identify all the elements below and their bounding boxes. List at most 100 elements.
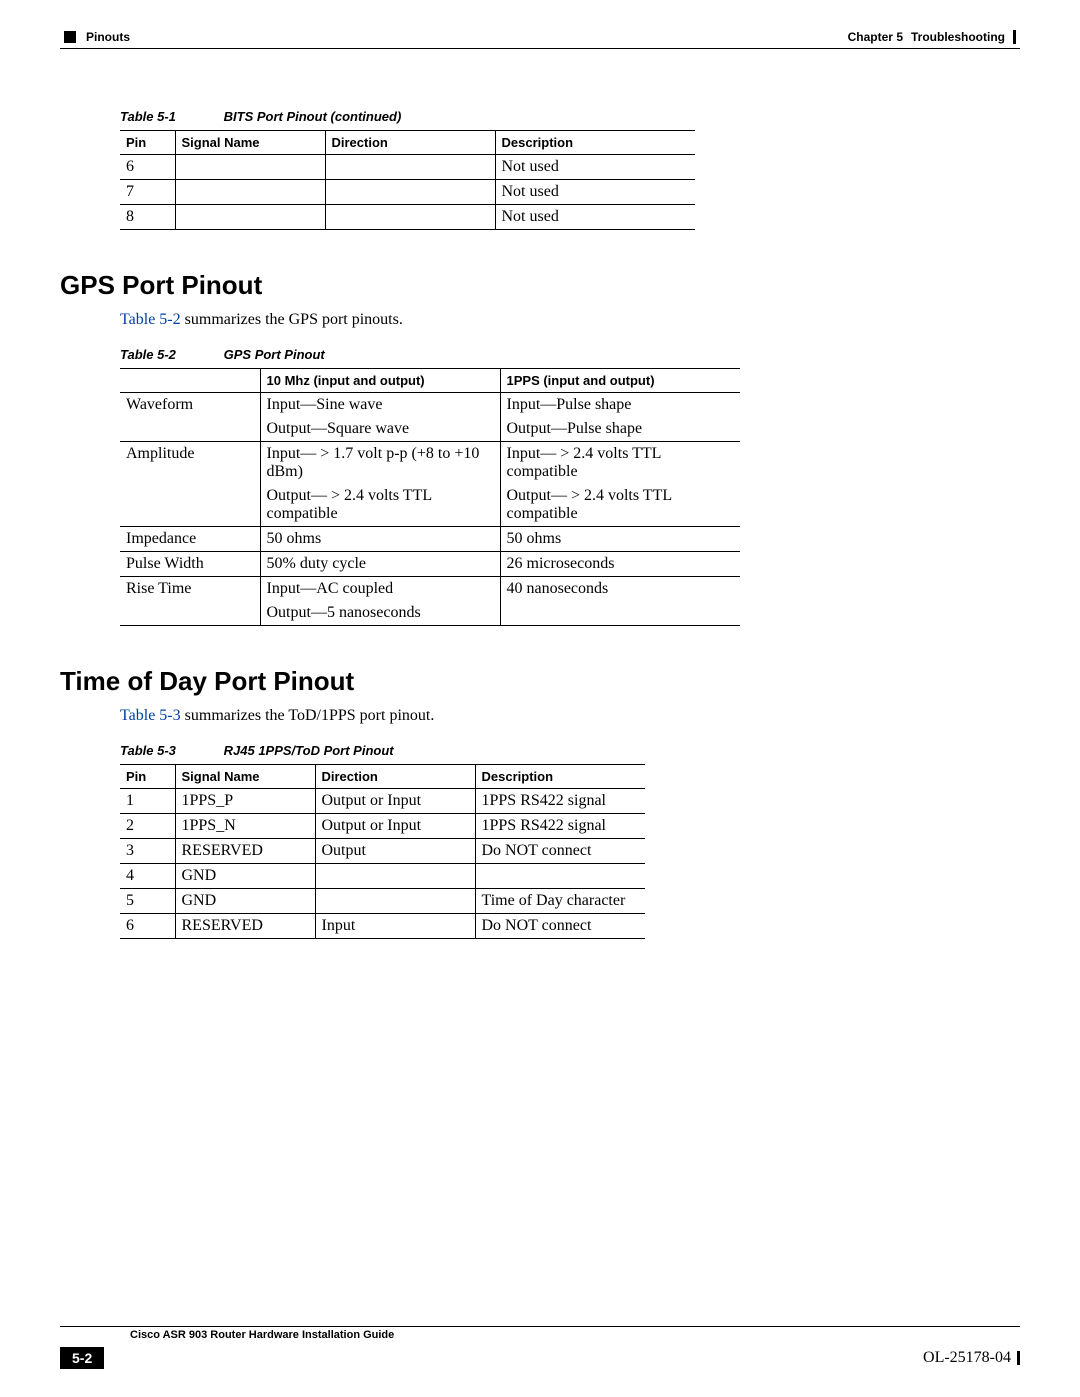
cell: RESERVED <box>175 839 315 864</box>
header-right: Chapter 5 Troubleshooting <box>848 30 1016 44</box>
heading-time-of-day-port-pinout: Time of Day Port Pinout <box>60 666 960 697</box>
table-header-row: Pin Signal Name Direction Description <box>120 131 695 155</box>
cell: Not used <box>495 180 695 205</box>
cell-label: Amplitude <box>120 442 260 485</box>
cell-label: Waveform <box>120 393 260 418</box>
col-pin: Pin <box>120 765 175 789</box>
table-5-3: Pin Signal Name Direction Description 1 … <box>120 764 645 939</box>
col-signal-name: Signal Name <box>175 765 315 789</box>
link-table-5-3[interactable]: Table 5-3 <box>120 707 181 724</box>
tod-intro-rest: summarizes the ToD/1PPS port pinout. <box>181 707 435 724</box>
table-header-row: Pin Signal Name Direction Description <box>120 765 645 789</box>
heading-gps-port-pinout: GPS Port Pinout <box>60 270 960 301</box>
cell: 4 <box>120 864 175 889</box>
cell: 50 ohms <box>500 527 740 552</box>
cell: Input—Pulse shape <box>500 393 740 418</box>
table-5-1-caption: Table 5-1 BITS Port Pinout (continued) <box>120 109 960 124</box>
cell: Output or Input <box>315 789 475 814</box>
col-direction: Direction <box>315 765 475 789</box>
col-description: Description <box>495 131 695 155</box>
cell: Input <box>315 914 475 939</box>
cell <box>120 601 260 626</box>
cell <box>175 155 325 180</box>
cell: 26 microseconds <box>500 552 740 577</box>
table-5-3-caption: Table 5-3 RJ45 1PPS/ToD Port Pinout <box>120 743 960 758</box>
cell <box>175 205 325 230</box>
table-5-2: 10 Mhz (input and output) 1PPS (input an… <box>120 368 740 626</box>
cell: 1PPS_N <box>175 814 315 839</box>
cell: 6 <box>120 155 175 180</box>
table-row: 5 GND Time of Day character <box>120 889 645 914</box>
cell: Output—Pulse shape <box>500 417 740 442</box>
table-5-2-number: Table 5-2 <box>120 347 220 362</box>
table-row: 1 1PPS_P Output or Input 1PPS RS422 sign… <box>120 789 645 814</box>
cell: Not used <box>495 155 695 180</box>
gps-intro-rest: summarizes the GPS port pinouts. <box>181 311 403 328</box>
cell-label: Rise Time <box>120 577 260 602</box>
cell: Input—Sine wave <box>260 393 500 418</box>
cell: Input— > 2.4 volts TTL compatible <box>500 442 740 485</box>
header-chapter-title: Troubleshooting <box>911 30 1005 44</box>
cell: 7 <box>120 180 175 205</box>
cell: Output <box>315 839 475 864</box>
cell: Output— > 2.4 volts TTL compatible <box>500 484 740 527</box>
cell <box>175 180 325 205</box>
col-signal-name: Signal Name <box>175 131 325 155</box>
page-number-badge: 5-2 <box>60 1347 104 1369</box>
col-description: Description <box>475 765 645 789</box>
tod-intro: Table 5-3 summarizes the ToD/1PPS port p… <box>120 707 960 725</box>
table-row: Amplitude Input— > 1.7 volt p-p (+8 to +… <box>120 442 740 485</box>
page-number: 5-2 <box>60 1347 104 1369</box>
running-header: Pinouts Chapter 5 Troubleshooting <box>60 30 1020 48</box>
footer-book-title: Cisco ASR 903 Router Hardware Installati… <box>60 1329 394 1341</box>
footer-bottom: 5-2 OL-25178-04 <box>60 1341 1020 1369</box>
footer-bar-icon <box>1017 1351 1020 1365</box>
cell: Output—5 nanoseconds <box>260 601 500 626</box>
cell: GND <box>175 864 315 889</box>
table-row: 4 GND <box>120 864 645 889</box>
table-row: Waveform Input—Sine wave Input—Pulse sha… <box>120 393 740 418</box>
cell: Not used <box>495 205 695 230</box>
cell <box>120 484 260 527</box>
cell: 50 ohms <box>260 527 500 552</box>
header-left: Pinouts <box>64 30 130 44</box>
table-row: Impedance 50 ohms 50 ohms <box>120 527 740 552</box>
cell <box>475 864 645 889</box>
cell: Input—AC coupled <box>260 577 500 602</box>
footer-line: Cisco ASR 903 Router Hardware Installati… <box>60 1326 1020 1341</box>
cell: 1PPS RS422 signal <box>475 789 645 814</box>
table-header-row: 10 Mhz (input and output) 1PPS (input an… <box>120 369 740 393</box>
cell: Output or Input <box>315 814 475 839</box>
table-row: Output—5 nanoseconds <box>120 601 740 626</box>
footer-right: OL-25178-04 <box>923 1343 1020 1367</box>
page: Pinouts Chapter 5 Troubleshooting Table … <box>0 0 1080 1397</box>
cell: Output—Square wave <box>260 417 500 442</box>
cell: 3 <box>120 839 175 864</box>
cell <box>325 155 495 180</box>
cell: Time of Day character <box>475 889 645 914</box>
cell: 5 <box>120 889 175 914</box>
table-5-2-caption: Table 5-2 GPS Port Pinout <box>120 347 960 362</box>
cell-label: Pulse Width <box>120 552 260 577</box>
content-area: Table 5-1 BITS Port Pinout (continued) P… <box>60 109 1020 939</box>
col-1pps: 1PPS (input and output) <box>500 369 740 393</box>
cell: 50% duty cycle <box>260 552 500 577</box>
cell: Input— > 1.7 volt p-p (+8 to +10 dBm) <box>260 442 500 485</box>
table-row: 6 Not used <box>120 155 695 180</box>
cell: 6 <box>120 914 175 939</box>
table-5-1-number: Table 5-1 <box>120 109 220 124</box>
table-5-3-number: Table 5-3 <box>120 743 220 758</box>
cell: 40 nanoseconds <box>500 577 740 602</box>
footer: Cisco ASR 903 Router Hardware Installati… <box>60 1326 1020 1369</box>
table-row: Rise Time Input—AC coupled 40 nanosecond… <box>120 577 740 602</box>
table-row: 7 Not used <box>120 180 695 205</box>
cell <box>500 601 740 626</box>
footer-doc-id: OL-25178-04 <box>923 1349 1011 1367</box>
link-table-5-2[interactable]: Table 5-2 <box>120 311 181 328</box>
table-5-1-title: BITS Port Pinout (continued) <box>224 109 402 124</box>
table-5-3-title: RJ45 1PPS/ToD Port Pinout <box>224 743 394 758</box>
col-10mhz: 10 Mhz (input and output) <box>260 369 500 393</box>
table-row: 3 RESERVED Output Do NOT connect <box>120 839 645 864</box>
cell: 1PPS RS422 signal <box>475 814 645 839</box>
cell: 1 <box>120 789 175 814</box>
